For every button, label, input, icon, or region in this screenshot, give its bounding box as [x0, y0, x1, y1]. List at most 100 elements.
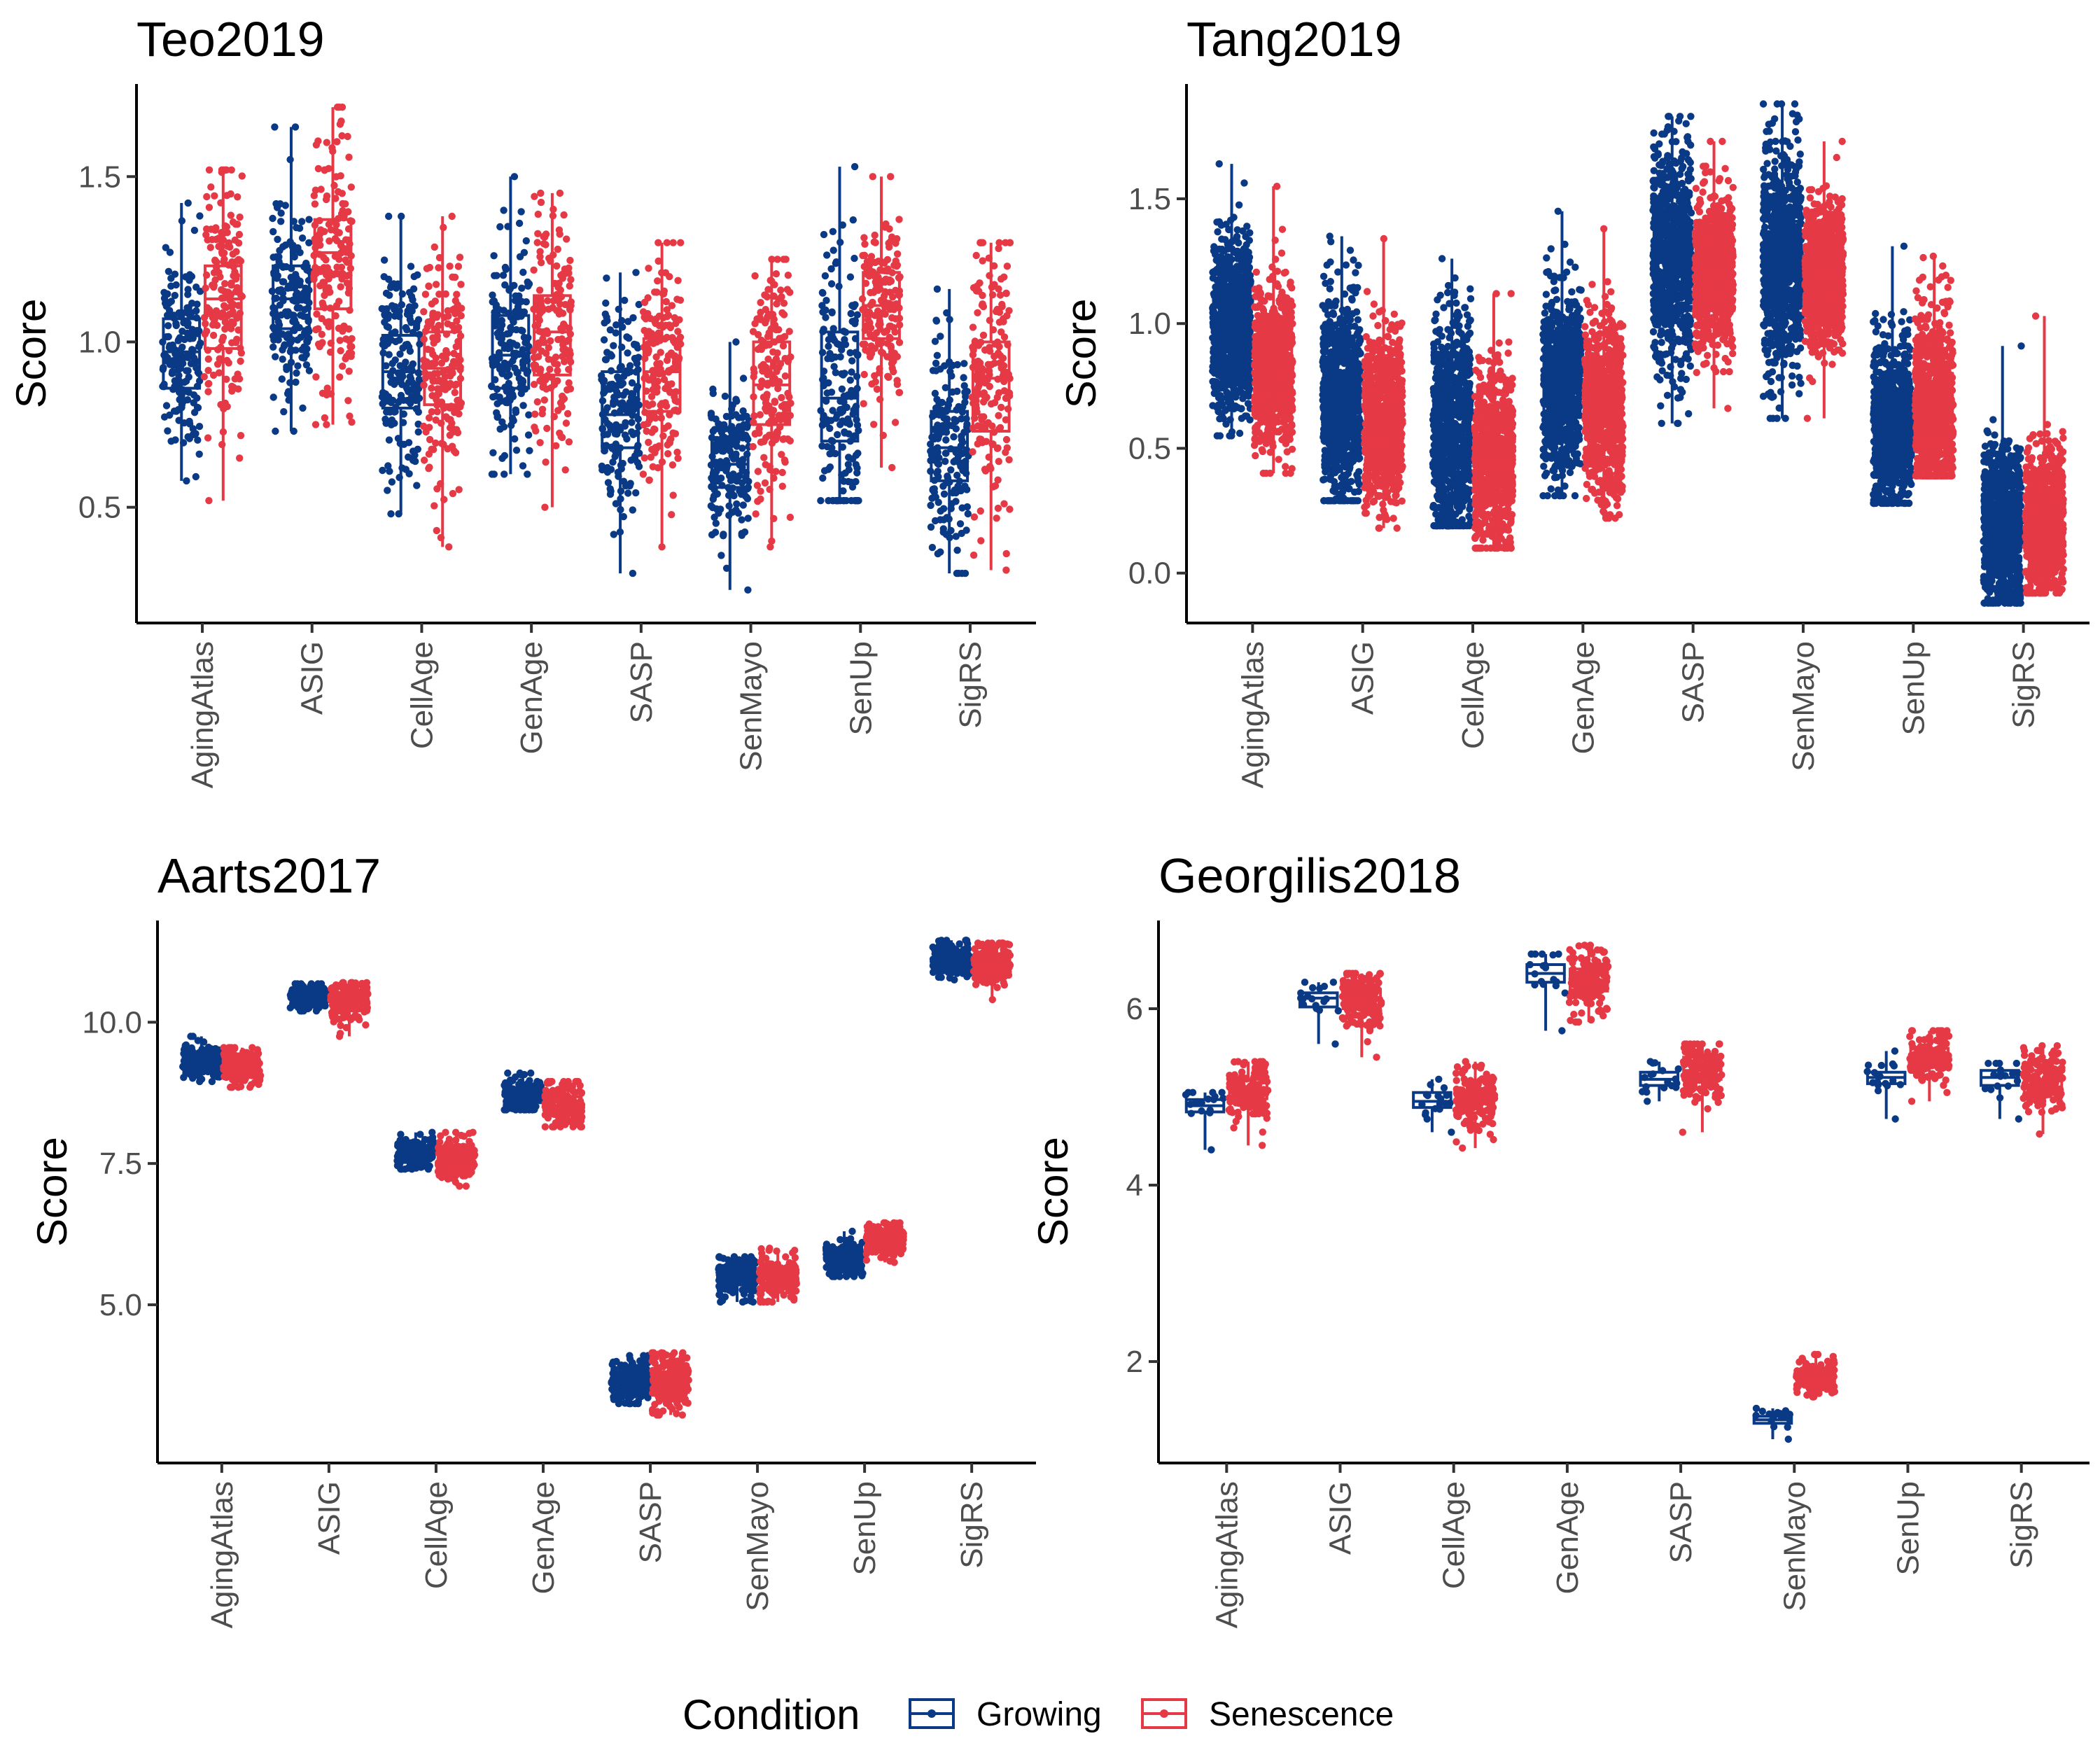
data-point	[624, 349, 631, 356]
data-point	[211, 258, 218, 265]
data-point	[553, 262, 560, 270]
data-point	[501, 344, 508, 351]
data-point	[629, 506, 636, 513]
data-point	[172, 281, 179, 288]
data-point	[961, 388, 968, 396]
data-point	[929, 544, 936, 551]
data-point	[348, 419, 355, 426]
data-point	[172, 271, 178, 278]
data-point	[996, 309, 1003, 316]
data-point	[1006, 505, 1013, 512]
data-point	[822, 297, 830, 304]
data-point	[430, 340, 438, 346]
data-point	[958, 504, 965, 511]
data-point	[868, 380, 875, 387]
data-point	[929, 486, 936, 493]
y-tick-label: 0.5	[78, 491, 121, 525]
data-point	[496, 223, 503, 230]
data-point	[738, 530, 746, 537]
data-point	[294, 363, 301, 370]
data-point	[610, 531, 617, 538]
data-point	[846, 421, 853, 428]
data-point	[1214, 277, 1222, 284]
data-point	[1338, 412, 1345, 419]
data-point	[500, 470, 507, 477]
data-point	[567, 276, 574, 283]
data-point	[531, 424, 538, 430]
data-point	[882, 220, 889, 227]
data-point	[270, 393, 277, 400]
data-point	[541, 396, 548, 403]
data-point	[519, 402, 526, 409]
data-point	[499, 332, 506, 339]
data-point	[1320, 273, 1327, 280]
data-point	[274, 236, 281, 243]
data-point	[539, 406, 546, 413]
data-point	[1352, 269, 1359, 276]
data-point	[413, 482, 420, 489]
data-point	[601, 336, 608, 343]
data-point	[279, 356, 286, 363]
data-point	[422, 290, 429, 298]
data-point	[979, 257, 986, 264]
data-point	[298, 334, 304, 341]
data-point	[830, 228, 836, 235]
data-point	[556, 226, 563, 233]
data-point	[985, 419, 992, 426]
data-point	[735, 414, 742, 421]
data-point	[1246, 229, 1253, 236]
data-point	[269, 215, 276, 222]
data-point	[627, 456, 634, 463]
data-point	[512, 293, 519, 300]
data-point	[612, 321, 620, 328]
data-point	[205, 497, 212, 504]
data-point	[952, 489, 959, 496]
data-point	[1327, 238, 1334, 245]
data-point	[976, 423, 983, 430]
data-point	[536, 439, 543, 446]
data-point	[1466, 286, 1474, 293]
data-point	[644, 346, 651, 353]
data-point	[1334, 483, 1341, 490]
data-point	[430, 377, 437, 384]
data-point	[337, 118, 344, 125]
data-point	[826, 425, 833, 432]
data-point	[981, 465, 988, 472]
data-point	[412, 458, 419, 465]
data-point	[957, 520, 964, 527]
data-point	[203, 193, 210, 200]
data-point	[602, 311, 609, 318]
data-point	[542, 350, 550, 357]
data-point	[228, 300, 235, 307]
data-point	[299, 234, 306, 241]
y-axis-title: Score	[1058, 299, 1105, 409]
data-point	[207, 244, 214, 251]
data-point	[410, 286, 417, 293]
data-point	[839, 342, 846, 349]
data-point	[960, 360, 967, 367]
data-point	[841, 470, 848, 477]
data-point	[995, 505, 1002, 512]
data-point	[385, 323, 392, 330]
data-point	[339, 190, 346, 197]
data-point	[541, 504, 548, 511]
data-point	[764, 293, 771, 300]
data-point	[312, 421, 319, 428]
data-point	[771, 399, 778, 406]
data-point	[777, 286, 784, 293]
data-point	[740, 501, 747, 508]
data-point	[293, 370, 300, 377]
data-point	[887, 173, 894, 180]
data-point	[1329, 497, 1336, 504]
data-point	[937, 516, 944, 523]
data-point	[994, 394, 1001, 401]
data-point	[186, 435, 193, 442]
data-point	[1320, 476, 1326, 483]
data-point	[976, 239, 983, 246]
data-point	[708, 531, 715, 538]
data-point	[997, 352, 1004, 359]
data-point	[985, 361, 992, 368]
data-point	[172, 292, 178, 299]
data-point	[764, 391, 771, 398]
data-point	[566, 379, 573, 386]
